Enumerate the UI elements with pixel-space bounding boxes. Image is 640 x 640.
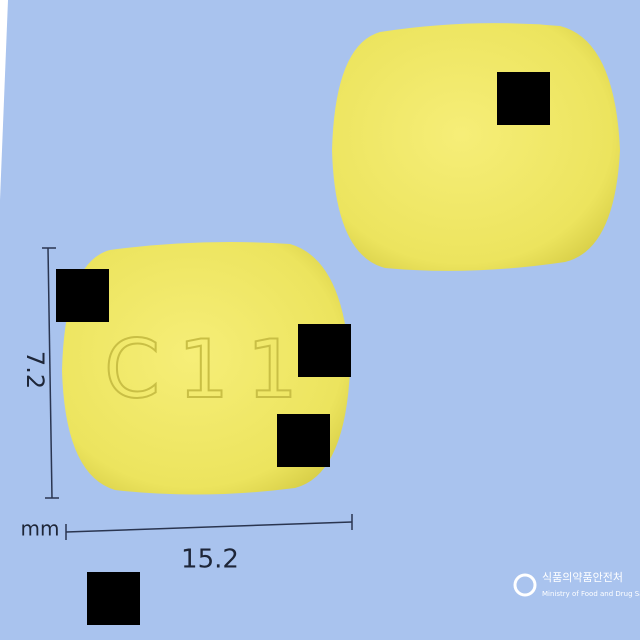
redaction (497, 72, 550, 125)
redaction (277, 414, 330, 467)
redaction (87, 572, 140, 625)
logo-korean: 식품의약품안전처 (542, 570, 623, 584)
pill (332, 23, 620, 271)
edge (0, 0, 8, 200)
height-label: 7.2 (21, 351, 49, 389)
imprint: C11 (104, 323, 316, 416)
width-label: 15.2 (181, 545, 239, 575)
unit-label: mm (21, 517, 60, 541)
logo-english: Ministry of Food and Drug Safety (542, 590, 640, 598)
dimension-lines (42, 247, 353, 540)
redaction (56, 269, 109, 322)
redaction (298, 324, 351, 377)
logo-mark (513, 573, 537, 597)
